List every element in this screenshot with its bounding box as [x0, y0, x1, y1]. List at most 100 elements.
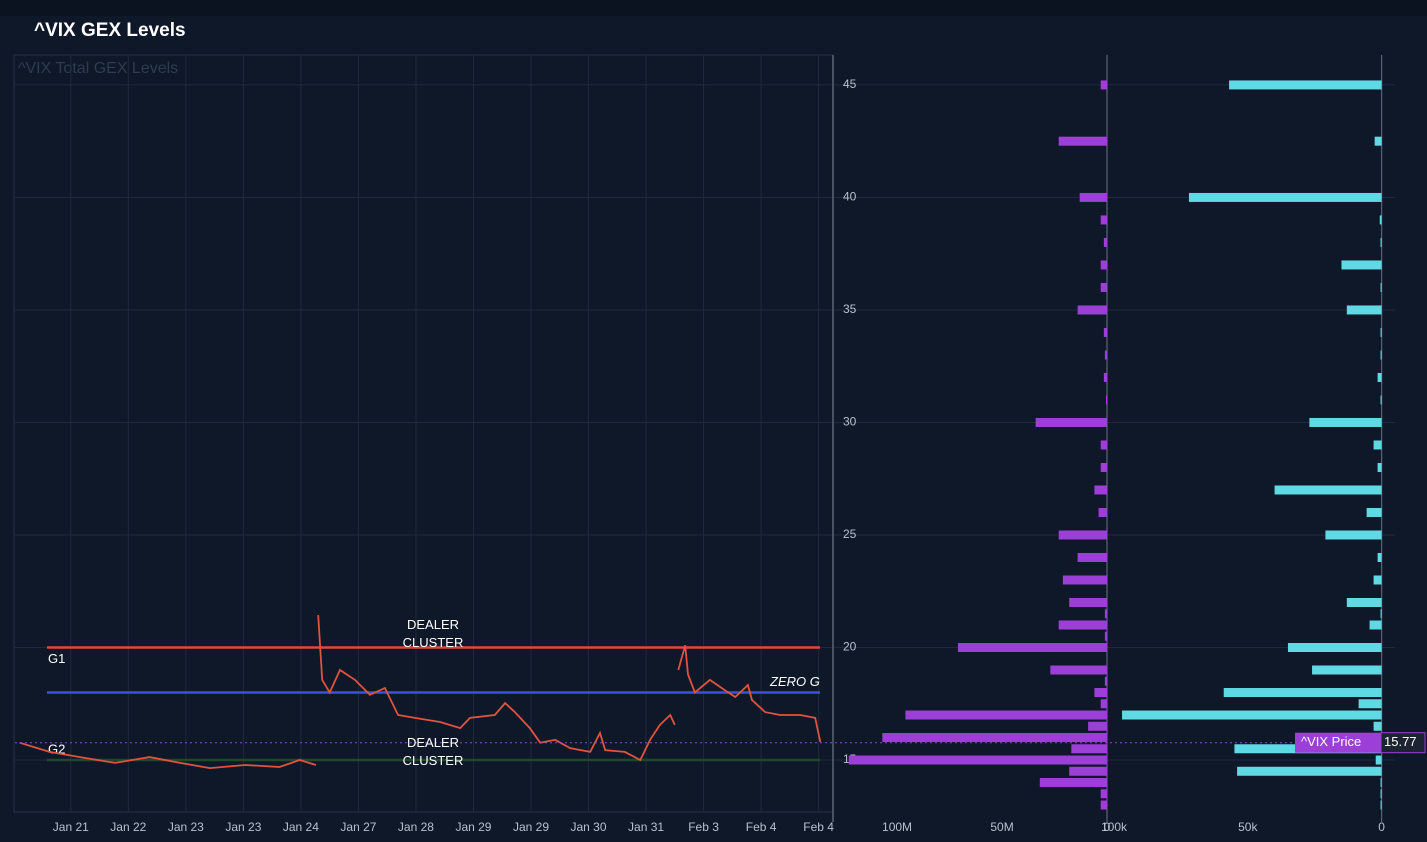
x-tick-label: 50k [1238, 820, 1258, 834]
bar [1122, 710, 1382, 720]
bar [1346, 305, 1382, 315]
page-title: ^VIX GEX Levels [34, 20, 186, 41]
bar [1069, 597, 1107, 607]
bar [1105, 395, 1107, 405]
bar [1375, 755, 1382, 765]
x-tick-label: Feb 3 [688, 820, 719, 834]
bar [1100, 462, 1107, 472]
bar [848, 755, 1107, 765]
x-tick-label: Jan 23 [225, 820, 261, 834]
x-tick-label: Jan 23 [168, 820, 204, 834]
bar [1380, 778, 1382, 788]
price-line [19, 615, 822, 770]
bar [1077, 305, 1107, 315]
bar [1104, 631, 1107, 641]
bar [1377, 462, 1382, 472]
y-tick-label: 45 [843, 77, 857, 91]
x-tick-label: 100k [1101, 820, 1128, 834]
bar [1088, 721, 1107, 731]
bar [1103, 327, 1107, 337]
bar [1377, 372, 1382, 382]
bar [1100, 282, 1107, 292]
y-tick-label: 25 [843, 527, 857, 541]
bar [1380, 327, 1382, 337]
level-label: ZERO G [769, 674, 820, 689]
bar [1058, 620, 1107, 630]
bar [1058, 530, 1107, 540]
bar [1380, 350, 1382, 360]
bar [1373, 721, 1382, 731]
y-tick-label: 35 [843, 302, 857, 316]
x-tick-label: Jan 29 [455, 820, 491, 834]
bar [1103, 237, 1107, 247]
bar [1100, 215, 1107, 225]
bar [1274, 485, 1382, 495]
price-tag-number: 15.77 [1384, 734, 1417, 749]
bar [1380, 395, 1382, 405]
price-tag-label: ^VIX Price [1301, 734, 1361, 749]
bar [1366, 507, 1382, 517]
bar [1373, 440, 1382, 450]
bar [1341, 260, 1382, 270]
bar [1079, 192, 1107, 202]
x-tick-label: Feb 4 [803, 820, 834, 834]
bar [1369, 620, 1382, 630]
bar [1094, 688, 1107, 698]
y-tick-label: 40 [843, 190, 857, 204]
bar [1380, 609, 1382, 619]
bar [1104, 676, 1107, 686]
bar [1237, 766, 1382, 776]
x-tick-label: Jan 30 [571, 820, 607, 834]
x-tick-label: Jan 31 [628, 820, 664, 834]
bar [1098, 507, 1107, 517]
bar [1100, 440, 1107, 450]
bar [1380, 237, 1382, 247]
bar [1373, 575, 1382, 585]
x-tick-label: Jan 21 [53, 820, 89, 834]
x-tick-label: 50M [990, 820, 1013, 834]
bar [1374, 136, 1382, 146]
bar [1380, 800, 1382, 810]
bar [1062, 575, 1107, 585]
bar [1346, 597, 1382, 607]
bar [1380, 789, 1382, 799]
bar [1069, 766, 1107, 776]
x-tick-label: Jan 22 [110, 820, 146, 834]
bar [1104, 609, 1107, 619]
bar [1325, 530, 1382, 540]
bar [905, 710, 1107, 720]
bar [1312, 665, 1382, 675]
bar [1287, 643, 1382, 653]
bar [1103, 372, 1107, 382]
x-tick-label: Jan 28 [398, 820, 434, 834]
bar [1094, 485, 1107, 495]
x-tick-label: 100M [882, 820, 912, 834]
x-tick-label: Jan 24 [283, 820, 319, 834]
bar [1309, 417, 1382, 427]
bar [1188, 192, 1382, 202]
chart-title: ^VIX Total GEX Levels [18, 60, 178, 77]
price-tag-value [1380, 732, 1426, 754]
bar [1058, 136, 1107, 146]
bar [1229, 80, 1382, 90]
bar [1100, 260, 1107, 270]
bar [1039, 778, 1107, 788]
x-tick-label: Feb 4 [746, 820, 777, 834]
bar [1100, 80, 1107, 90]
x-tick-label: 0 [1104, 820, 1111, 834]
bar [1100, 800, 1107, 810]
plot-frame [13, 54, 834, 813]
y-tick-label: 20 [843, 640, 857, 654]
bar [1100, 789, 1107, 799]
bar [957, 643, 1107, 653]
price-tag [1295, 732, 1381, 753]
bar [1223, 688, 1382, 698]
bar [1377, 552, 1382, 562]
x-tick-label: 0 [1378, 820, 1385, 834]
level-label: G1 [48, 651, 65, 666]
x-tick-label: Jan 27 [340, 820, 376, 834]
bar [1100, 699, 1107, 709]
bar [1380, 282, 1382, 292]
